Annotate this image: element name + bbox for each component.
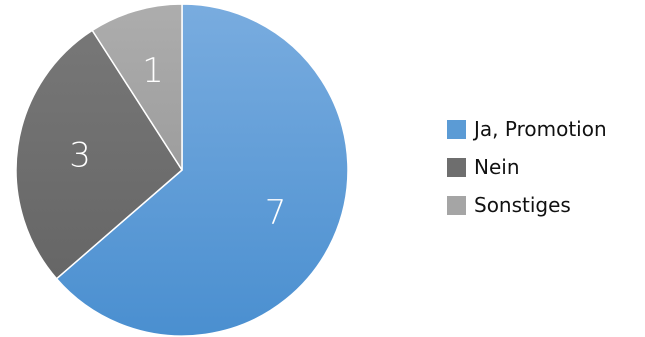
- slice-value-label-sonstiges: 1: [142, 51, 164, 91]
- legend: Ja, Promotion Nein Sonstiges: [447, 114, 607, 220]
- legend-item-sonstiges: Sonstiges: [447, 190, 607, 220]
- legend-item-nein: Nein: [447, 152, 607, 182]
- pie-slice-ja-promotion: [55, 3, 349, 337]
- slice-value-label-nein: 3: [69, 135, 91, 175]
- legend-item-ja-promotion: Ja, Promotion: [447, 114, 607, 144]
- legend-swatch-ja-promotion: [447, 119, 466, 139]
- legend-swatch-nein: [447, 157, 466, 177]
- legend-label-sonstiges: Sonstiges: [474, 193, 571, 217]
- pie-slice-sonstiges: [91, 3, 183, 171]
- pie-slice-nein: [15, 29, 183, 280]
- legend-swatch-sonstiges: [447, 195, 466, 215]
- slice-value-label-ja-promotion: 7: [265, 193, 287, 233]
- legend-label-nein: Nein: [474, 155, 520, 179]
- legend-label-ja-promotion: Ja, Promotion: [474, 117, 607, 141]
